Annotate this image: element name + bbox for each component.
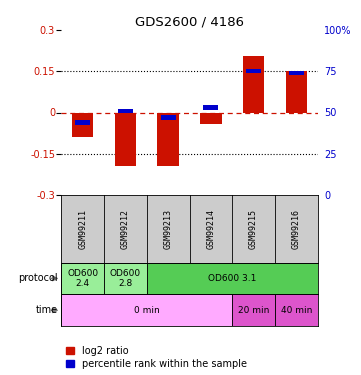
Bar [104, 262, 147, 294]
Bar [203, 105, 218, 110]
Bar [246, 69, 261, 74]
Bar [157, 112, 179, 166]
Text: GSM99215: GSM99215 [249, 209, 258, 249]
Text: time: time [36, 305, 58, 315]
Text: 0 min: 0 min [134, 306, 160, 315]
Bar [147, 262, 318, 294]
Bar [243, 56, 264, 112]
Text: 40 min: 40 min [280, 306, 312, 315]
Bar [161, 115, 176, 120]
Bar [289, 71, 304, 75]
Title: GDS2600 / 4186: GDS2600 / 4186 [135, 16, 244, 29]
Bar [232, 294, 275, 326]
Text: protocol: protocol [18, 273, 58, 284]
Text: GSM99216: GSM99216 [292, 209, 301, 249]
Text: GSM99213: GSM99213 [164, 209, 173, 249]
Bar [115, 112, 136, 166]
Text: GSM99211: GSM99211 [78, 209, 87, 249]
Bar [118, 109, 133, 113]
Text: GSM99212: GSM99212 [121, 209, 130, 249]
Text: 20 min: 20 min [238, 306, 269, 315]
Text: GSM99214: GSM99214 [206, 209, 216, 249]
Text: OD600 3.1: OD600 3.1 [208, 274, 256, 283]
Legend: log2 ratio, percentile rank within the sample: log2 ratio, percentile rank within the s… [66, 346, 247, 369]
Bar [275, 294, 318, 326]
Bar [72, 112, 93, 137]
Text: OD600
2.4: OD600 2.4 [67, 269, 98, 288]
Bar [61, 294, 232, 326]
Text: OD600
2.8: OD600 2.8 [110, 269, 141, 288]
Bar [200, 112, 222, 123]
Bar [75, 120, 90, 124]
Bar [61, 262, 104, 294]
Bar [286, 71, 307, 112]
